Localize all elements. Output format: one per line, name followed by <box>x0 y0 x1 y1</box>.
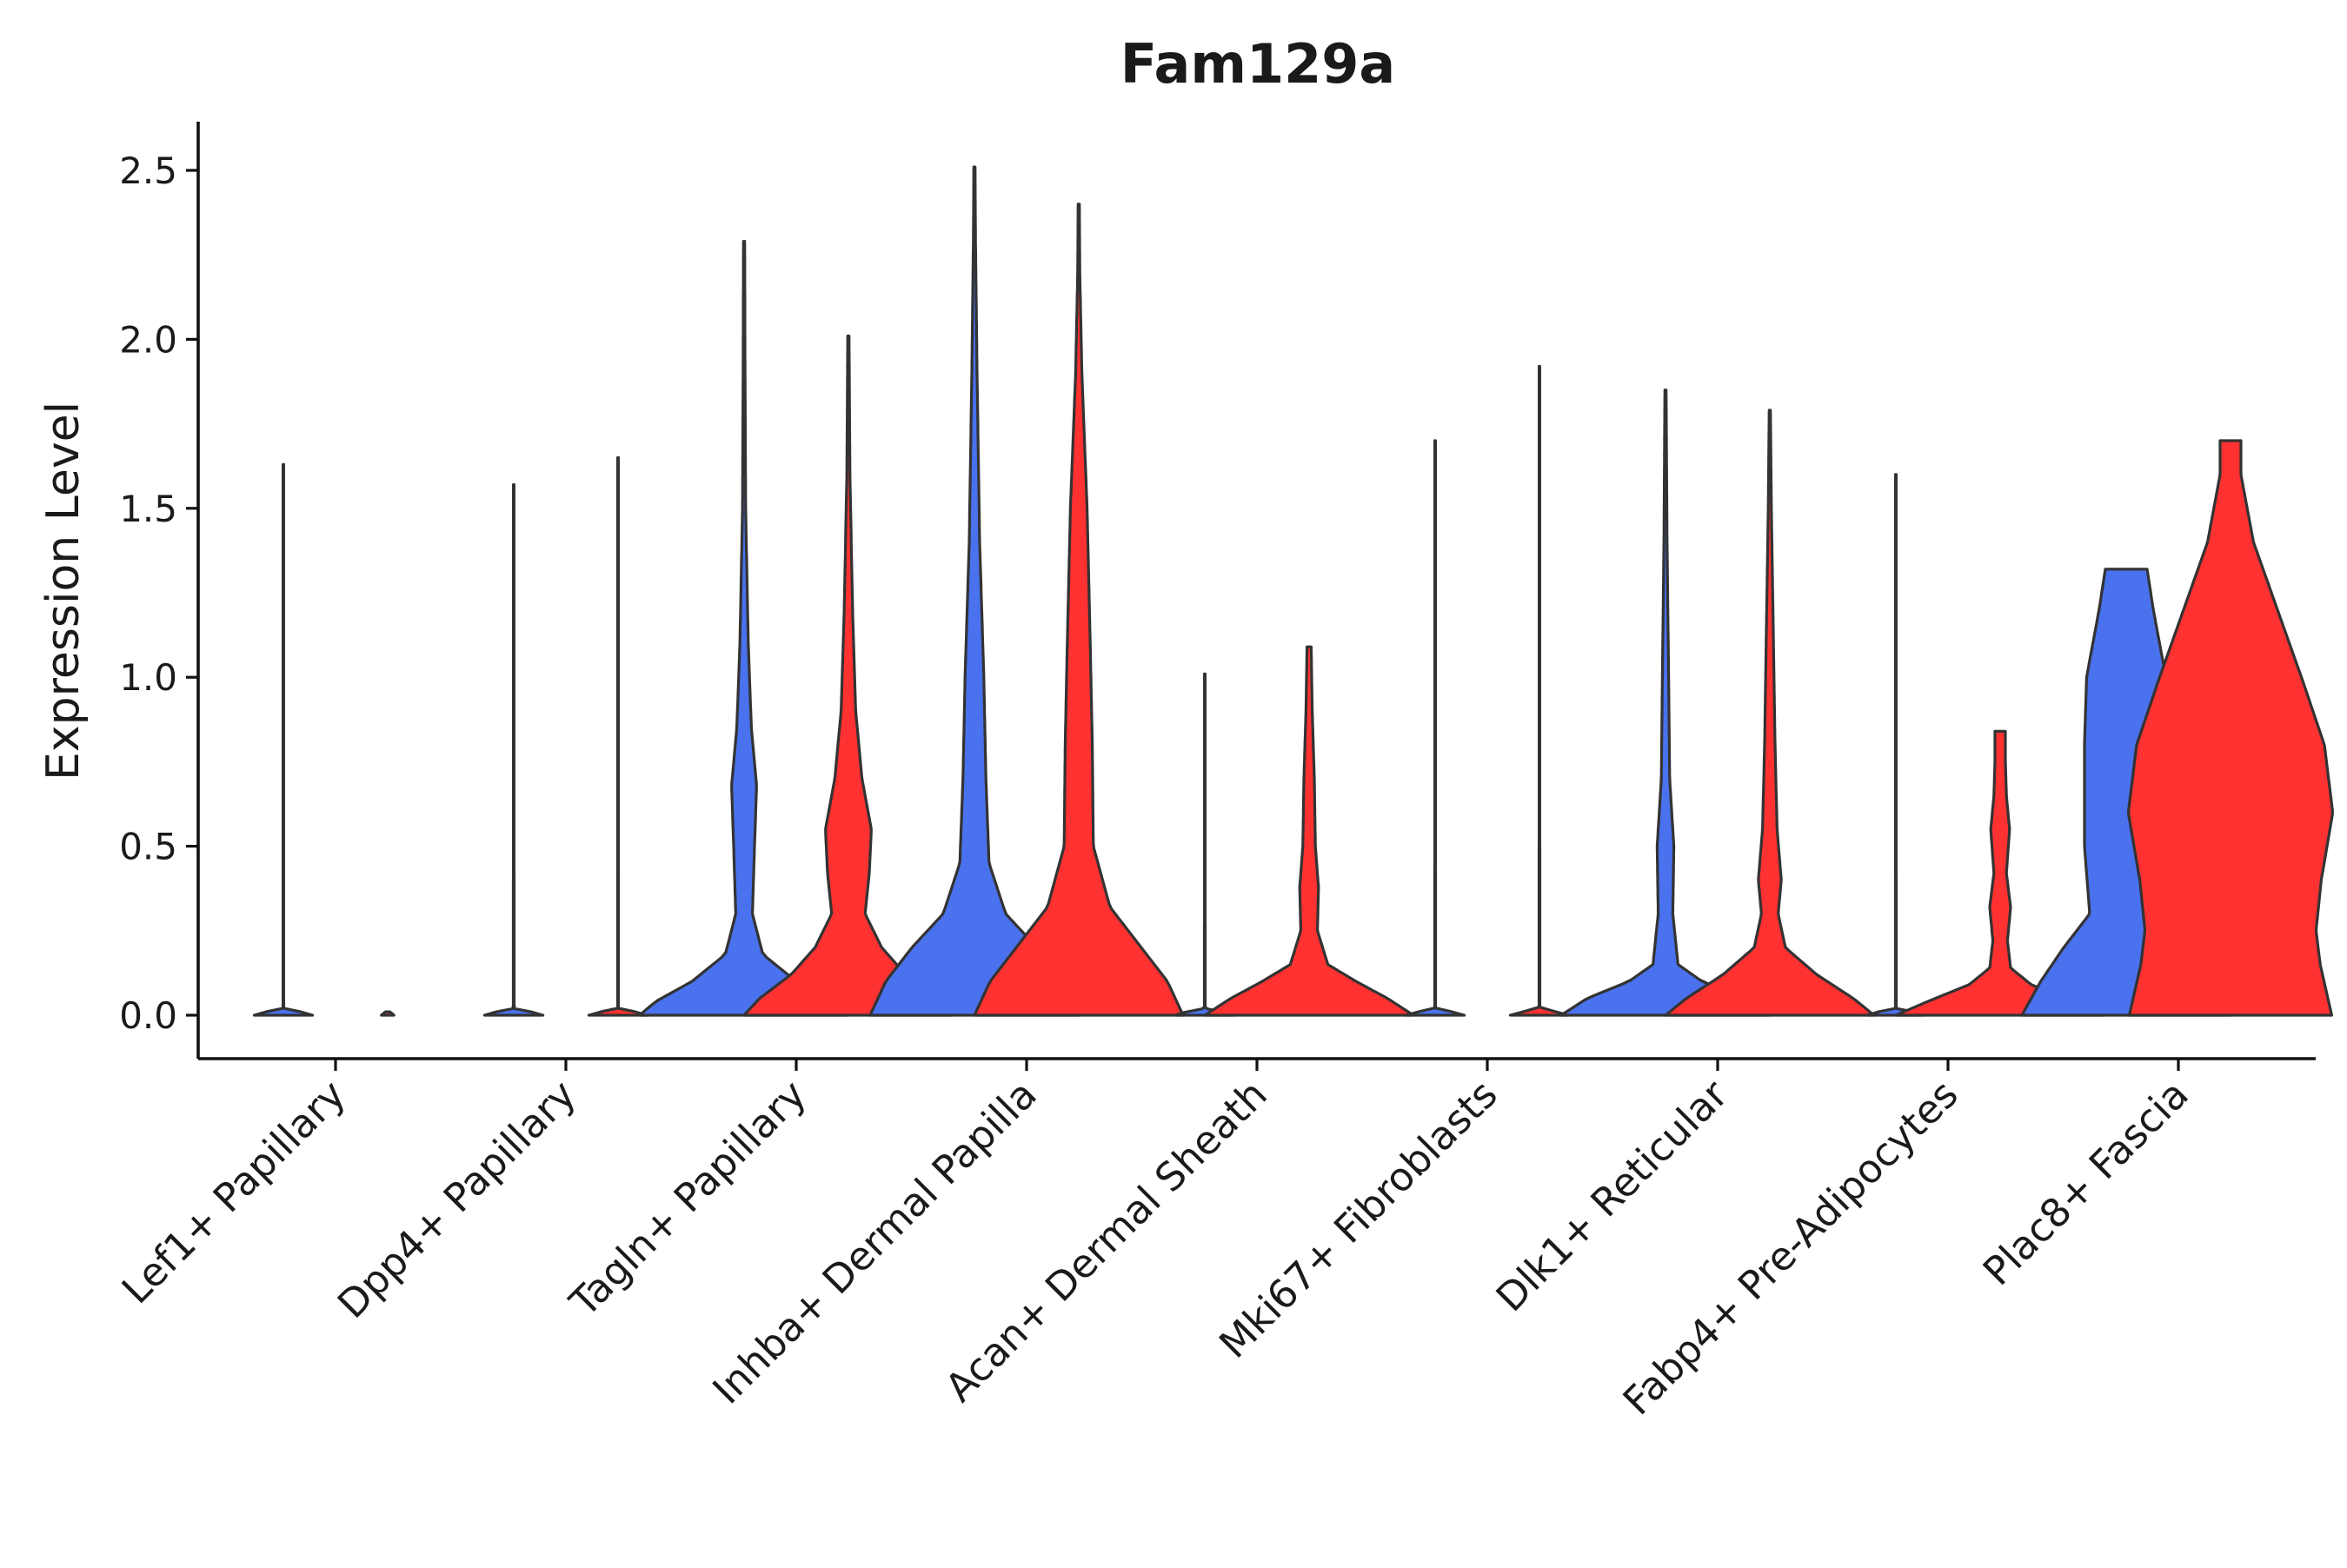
x-tick-label: Dpp4+ Papillary <box>329 1071 585 1327</box>
x-tick-label: Plac8+ Fascia <box>1974 1071 2197 1294</box>
chart-title: Fam129a <box>1120 32 1395 96</box>
category-group <box>2020 439 2334 1017</box>
violin-group-2 <box>1894 729 2106 1017</box>
violin-group-2 <box>1664 409 1876 1017</box>
violins-layer <box>252 165 2334 1017</box>
violin-group-2 <box>380 1010 396 1017</box>
x-tick-label: Dlk1+ Reticular <box>1487 1071 1737 1320</box>
y-tick-label: 2.5 <box>119 149 177 192</box>
violin-group-2 <box>587 455 649 1017</box>
violin-group-1 <box>1404 439 1466 1017</box>
violin-group-2 <box>2127 439 2334 1017</box>
y-ticks: 0.0 0.5 1.0 1.5 2.0 2.5 <box>119 149 198 1037</box>
violin-group-1 <box>868 165 1080 1017</box>
category-group <box>868 165 1185 1017</box>
violin-group-2 <box>742 334 954 1017</box>
violin-group-2 <box>1508 364 1571 1017</box>
category-group <box>1865 473 2106 1017</box>
category-group <box>252 462 396 1017</box>
violin-group-2 <box>973 203 1185 1017</box>
y-tick-label: 2.0 <box>119 318 177 361</box>
y-tick-label: 0.0 <box>119 994 177 1037</box>
category-group <box>1559 389 1876 1017</box>
x-tick-label: Tagln+ Papillary <box>561 1071 815 1325</box>
category-group <box>482 455 649 1017</box>
violin-group-1 <box>1559 389 1772 1017</box>
category-group <box>1174 645 1415 1017</box>
y-tick-label: 0.5 <box>119 826 177 868</box>
violin-group-1 <box>638 240 850 1017</box>
x-tick-label: Lef1+ Papillary <box>113 1071 355 1312</box>
violin-group-1 <box>1865 473 1927 1017</box>
category-group <box>1404 364 1571 1017</box>
violin-group-1 <box>252 462 315 1017</box>
y-tick-label: 1.5 <box>119 488 177 530</box>
y-axis-label: Expression Level <box>37 402 90 781</box>
category-group <box>638 240 954 1017</box>
y-tick-label: 1.0 <box>119 656 177 699</box>
violin-group-1 <box>482 483 545 1017</box>
violin-group-2 <box>1203 645 1415 1017</box>
violin-group-1 <box>1174 672 1236 1017</box>
